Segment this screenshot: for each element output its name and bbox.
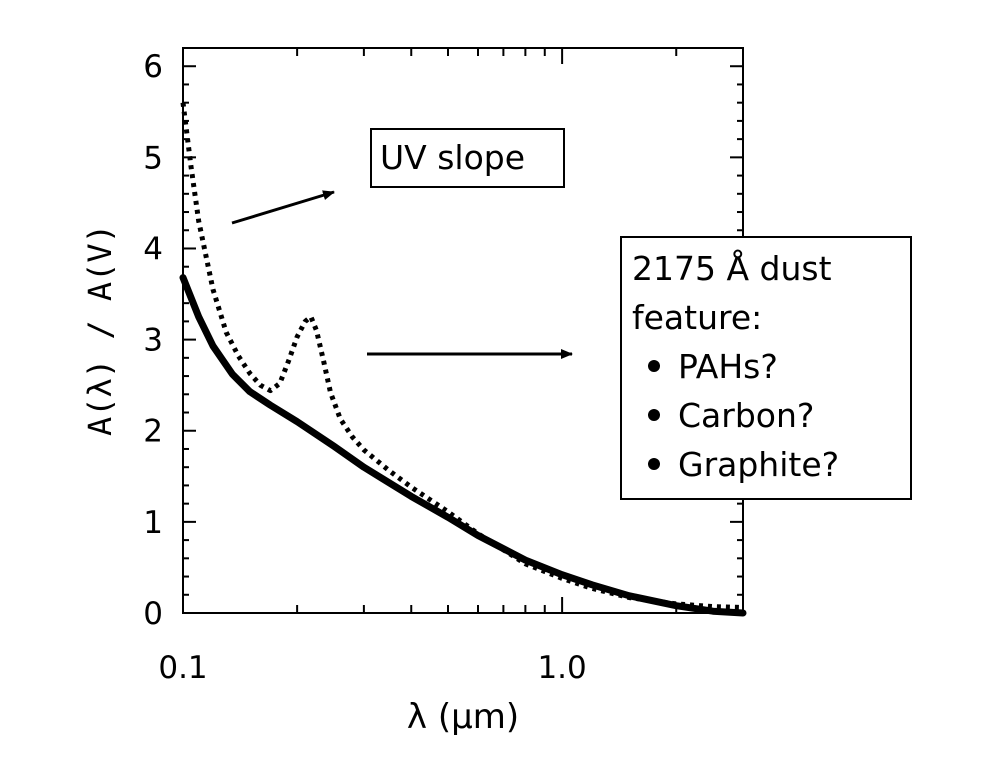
bullet-icon bbox=[648, 457, 660, 470]
y-tick-label: 0 bbox=[143, 596, 163, 632]
dust-feature-title-line2: feature: bbox=[632, 298, 763, 337]
x-tick-labels: 0.1 1.0 bbox=[158, 650, 586, 686]
arrow-layer bbox=[231, 190, 573, 359]
y-tick-label: 6 bbox=[143, 49, 163, 85]
y-axis-label: A(λ) / A(V) bbox=[81, 224, 119, 436]
y-tick-label: 5 bbox=[143, 140, 163, 176]
x-tick-label: 0.1 bbox=[158, 650, 207, 686]
x-axis-label: λ (μm) bbox=[407, 697, 519, 737]
y-tick-label: 4 bbox=[143, 231, 163, 267]
uv-arrow bbox=[231, 190, 335, 225]
y-tick-label: 3 bbox=[143, 323, 163, 359]
series-layer bbox=[179, 102, 747, 617]
bullet-icon bbox=[648, 359, 660, 372]
uv-slope-box: UV slope bbox=[370, 128, 565, 188]
uv-slope-label: UV slope bbox=[380, 138, 526, 177]
bullet-item-carbon: Carbon? bbox=[632, 391, 910, 440]
x-tick-label: 1.0 bbox=[537, 650, 586, 686]
dotted-extinction-curve bbox=[180, 102, 744, 610]
dust-feature-box: 2175 Å dust feature: PAHs? Carbon? Graph… bbox=[620, 236, 912, 500]
y-tick-label: 1 bbox=[143, 505, 163, 541]
dust-feature-title-line1: 2175 Å dust bbox=[632, 249, 832, 288]
y-tick-label: 2 bbox=[143, 414, 163, 450]
bullet-icon bbox=[648, 408, 660, 421]
y-tick-labels: 0 1 2 3 4 5 6 bbox=[143, 49, 163, 632]
bullet-item-graphite: Graphite? bbox=[632, 440, 910, 489]
bullet-item-pahs: PAHs? bbox=[632, 342, 910, 391]
